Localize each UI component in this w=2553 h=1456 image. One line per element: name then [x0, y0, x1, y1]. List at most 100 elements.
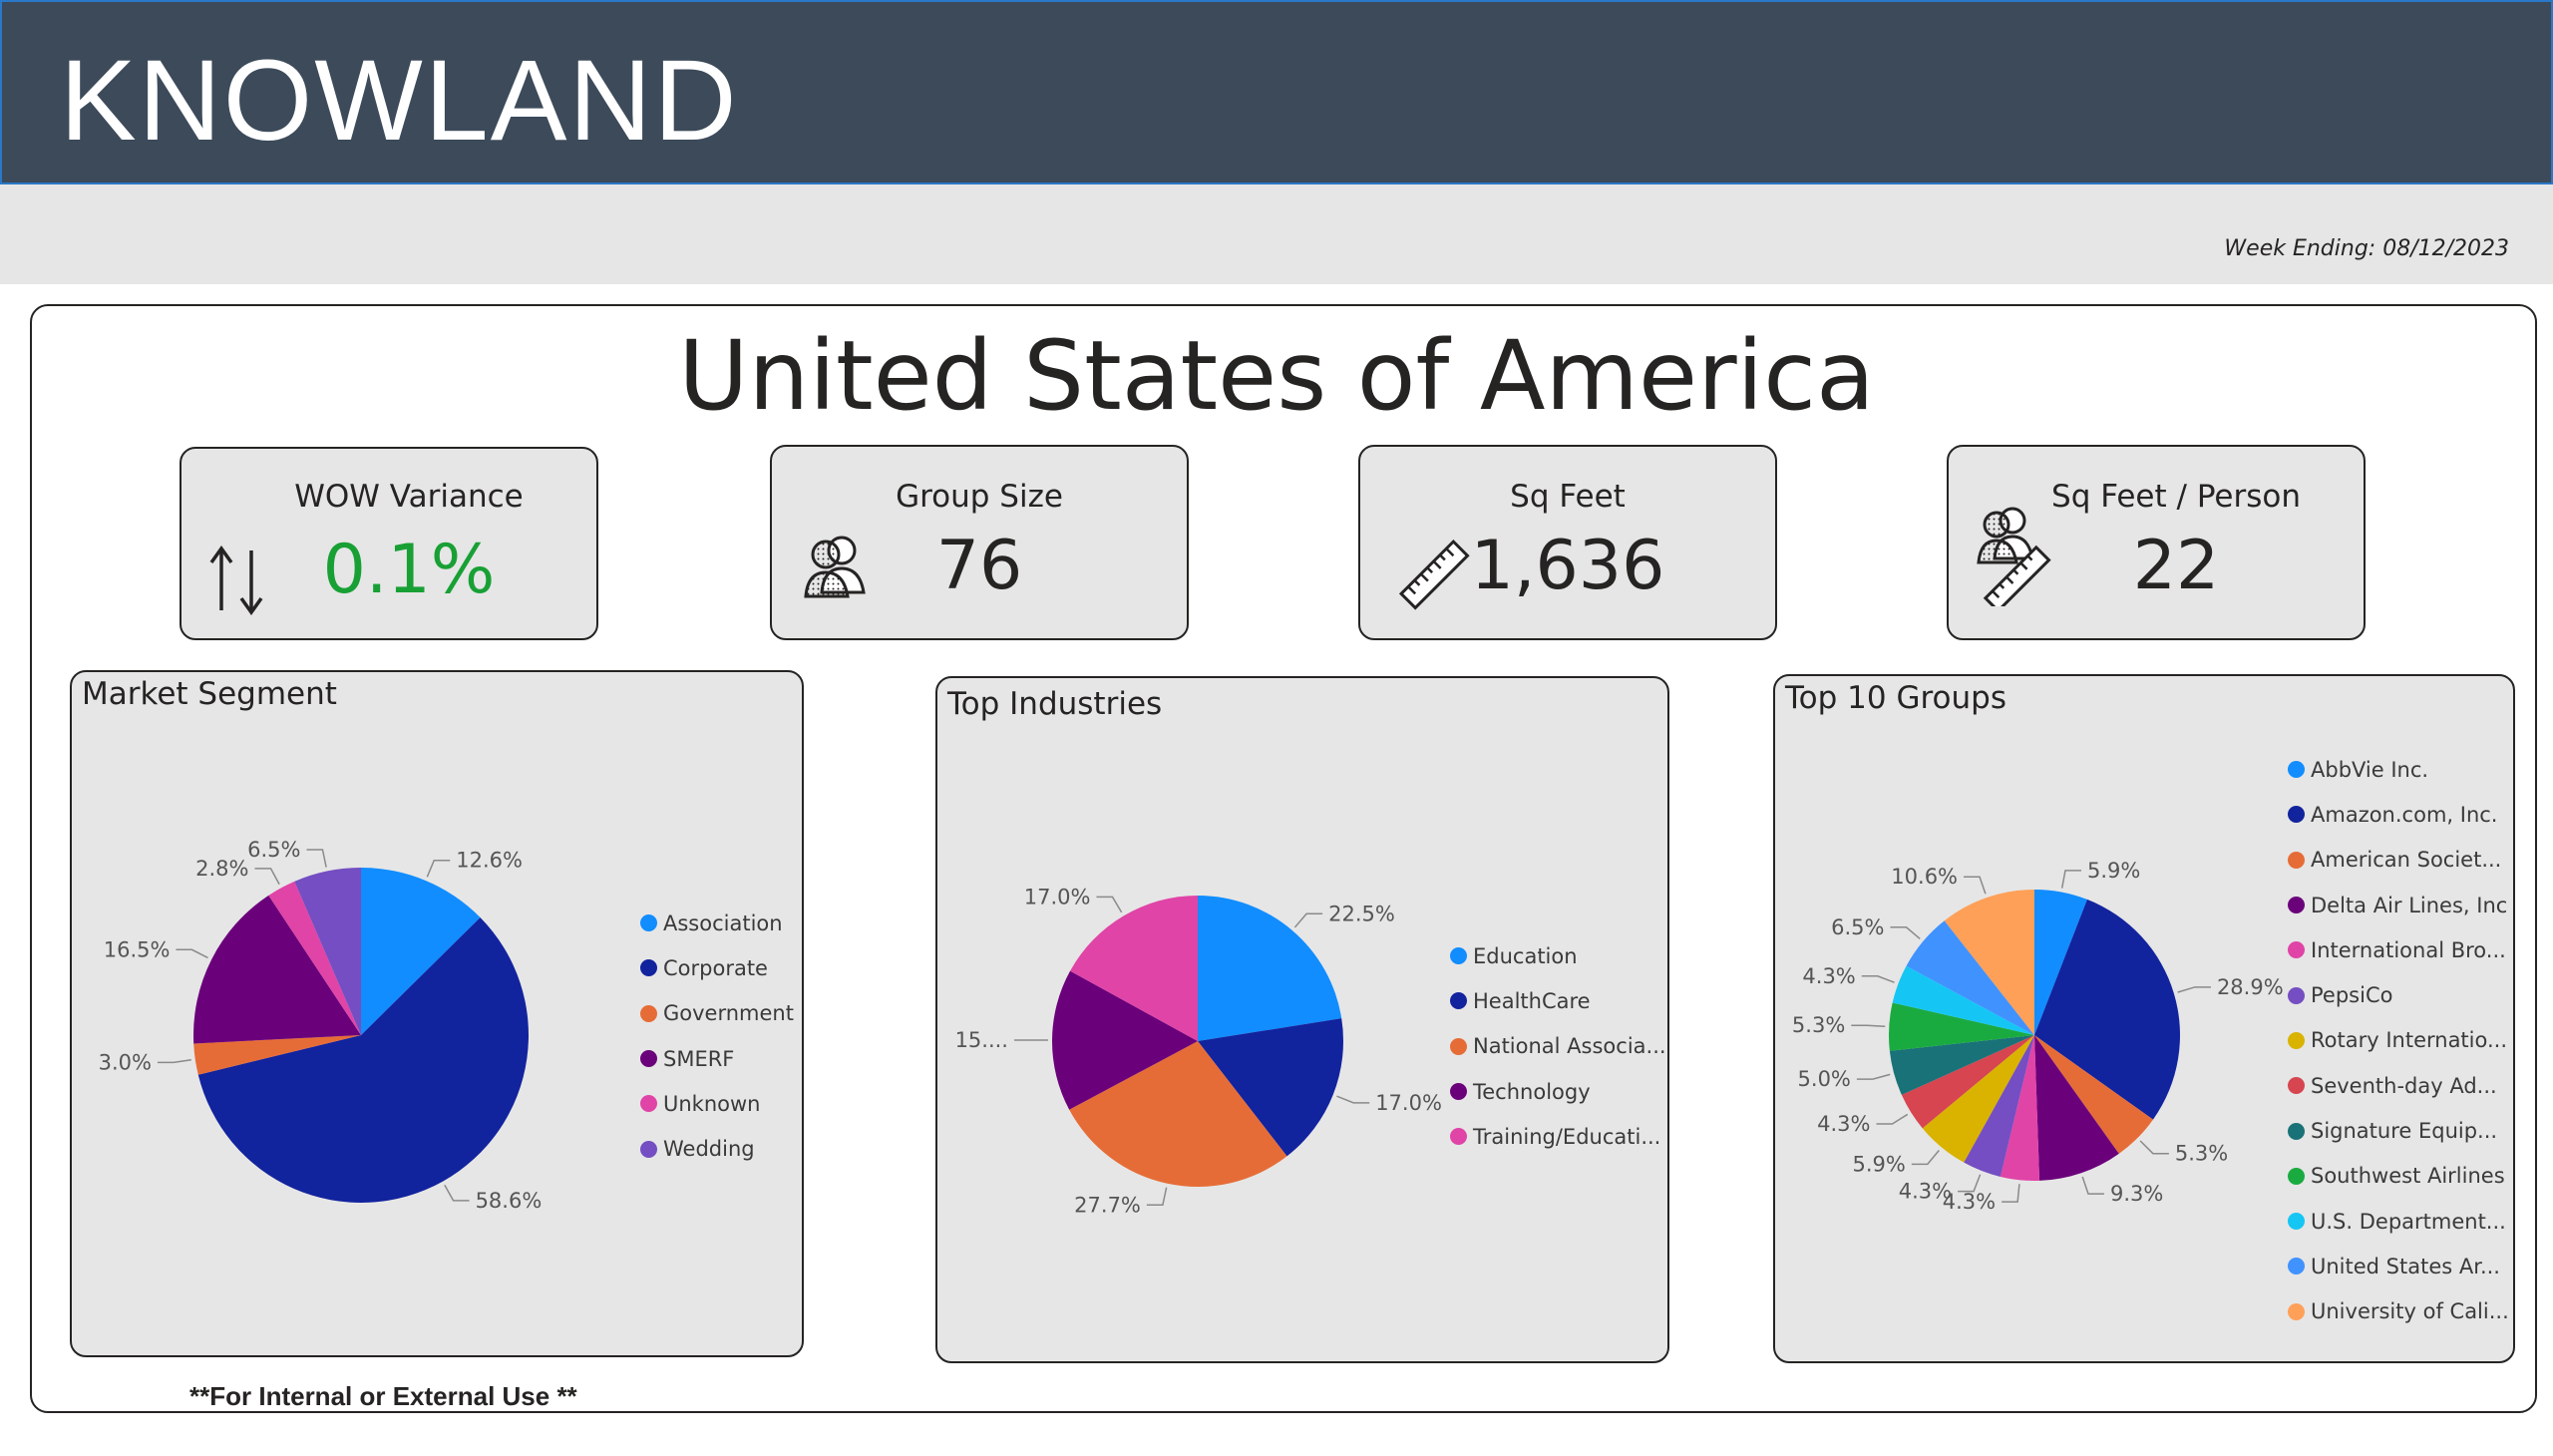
pie-slice[interactable] [1889, 1035, 2034, 1095]
legend-swatch [2288, 941, 2305, 959]
people-ruler-icon [1977, 507, 2051, 606]
legend-item[interactable]: Southwest Airlines [2288, 1154, 2509, 1199]
top-groups-panel: Top 10 Groups 5.9% 28.9% 5.3% 9.3% 4.3% 4.3% 5… [1773, 674, 2515, 1363]
legend-label: Signature Equip... [2311, 1119, 2498, 1144]
top-industries-legend: Education HealthCare National Associa... Te… [1450, 933, 1666, 1159]
leader-line [444, 1184, 470, 1202]
legend-item[interactable]: Delta Air Lines, Inc [2288, 883, 2509, 927]
pie-slice[interactable] [1889, 1002, 2034, 1051]
pie-slice[interactable] [1906, 920, 2034, 1035]
pie-slice[interactable] [361, 868, 481, 1035]
legend-swatch [2288, 761, 2305, 779]
kpi-value: 0.1% [322, 531, 496, 609]
legend-item[interactable]: University of Cali... [2288, 1289, 2509, 1334]
legend-label: Government [663, 1001, 794, 1026]
legend-label: International Bro... [2311, 937, 2506, 962]
pie-slice[interactable] [1964, 1035, 2034, 1177]
legend-label: American Societ... [2311, 848, 2502, 873]
legend-swatch [1450, 947, 1467, 965]
leader-line [157, 1059, 191, 1064]
pie-slice[interactable] [1070, 896, 1198, 1041]
leader-line [426, 859, 451, 878]
pie-slice[interactable] [193, 895, 361, 1044]
legend-swatch [2288, 1213, 2305, 1231]
data-label: 5.3% [1792, 1013, 1845, 1037]
pie-slice[interactable] [1901, 1035, 2034, 1129]
legend-label: United States Ar... [2311, 1254, 2500, 1278]
legend-item[interactable]: Rotary Internatio... [2288, 1018, 2509, 1063]
legend-label: Seventh-day Ad... [2311, 1073, 2497, 1098]
pie-slice[interactable] [1922, 1035, 2034, 1163]
data-label: 2.8% [195, 857, 248, 881]
legend-item[interactable]: Signature Equip... [2288, 1108, 2509, 1153]
legend-swatch [640, 1140, 657, 1158]
legend-item[interactable]: Corporate [640, 945, 794, 990]
legend-label: Wedding [663, 1137, 755, 1162]
market-segment-legend: Association Corporate Government SMERF Unkno… [640, 901, 794, 1172]
data-label: 28.9% [2217, 975, 2284, 999]
legend-item[interactable]: International Bro... [2288, 927, 2509, 972]
kpi-value: 76 [935, 527, 1023, 605]
data-label: 3.0% [99, 1050, 152, 1074]
legend-item[interactable]: Amazon.com, Inc. [2288, 792, 2509, 837]
pie-slice[interactable] [1892, 965, 2034, 1035]
legend-item[interactable]: SMERF [640, 1036, 794, 1081]
data-label: 5.9% [1852, 1152, 1905, 1176]
legend-item[interactable]: United States Ar... [2288, 1244, 2509, 1288]
brand-logo-text: KNOWLAND [60, 37, 739, 165]
legend-item[interactable]: Government [640, 991, 794, 1036]
legend-label: Education [1473, 943, 1578, 968]
leader-line [1856, 1073, 1891, 1080]
pie-slice[interactable] [193, 1035, 361, 1075]
legend-item[interactable]: Association [640, 901, 794, 945]
pie-slice[interactable] [2034, 1035, 2119, 1181]
pie-slice[interactable] [2034, 1035, 2154, 1154]
legend-item[interactable]: Education [1450, 933, 1666, 978]
legend-item[interactable]: HealthCare [1450, 978, 1666, 1023]
data-label: 6.5% [1831, 915, 1884, 939]
legend-swatch [2288, 897, 2305, 914]
leader-line [176, 948, 208, 959]
pie-slice[interactable] [1198, 896, 1342, 1041]
pie-slice[interactable] [1198, 1018, 1343, 1157]
header-bar: KNOWLAND [0, 0, 2553, 184]
legend-item[interactable]: U.S. Department... [2288, 1199, 2509, 1244]
legend-item[interactable]: American Societ... [2288, 838, 2509, 883]
pie-slice[interactable] [2034, 899, 2180, 1120]
pie-slice[interactable] [1052, 970, 1198, 1110]
legend-label: Delta Air Lines, Inc [2311, 893, 2508, 917]
legend-item[interactable]: AbbVie Inc. [2288, 747, 2509, 792]
leader-line [2081, 1176, 2104, 1195]
legend-item[interactable]: National Associa... [1450, 1024, 1666, 1069]
legend-item[interactable]: Training/Educati... [1450, 1114, 1666, 1159]
pie-slice[interactable] [197, 916, 529, 1203]
legend-item[interactable]: Technology [1450, 1069, 1666, 1114]
legend-label: AbbVie Inc. [2311, 757, 2429, 782]
data-label: 5.9% [2087, 859, 2140, 883]
data-label: 12.6% [456, 849, 523, 873]
data-label: 9.3% [2110, 1182, 2163, 1206]
top-groups-legend: AbbVie Inc. Amazon.com, Inc. American Soci… [2288, 747, 2509, 1334]
legend-item[interactable]: Seventh-day Ad... [2288, 1063, 2509, 1108]
pie-slice[interactable] [1944, 890, 2034, 1035]
leader-line [1876, 1113, 1909, 1125]
legend-swatch [1450, 1083, 1467, 1101]
top-industries-panel: Top Industries 22.5% 17.0% 27.7% 15.... 17.0… [935, 676, 1669, 1363]
pie-slice[interactable] [294, 868, 361, 1035]
legend-item[interactable]: Wedding [640, 1126, 794, 1171]
kpi-title: Sq Feet / Person [2051, 479, 2301, 515]
legend-item[interactable]: PepsiCo [2288, 972, 2509, 1017]
legend-item[interactable]: Unknown [640, 1081, 794, 1126]
pie-slice[interactable] [1069, 1041, 1287, 1187]
leader-line [2060, 870, 2081, 889]
legend-label: University of Cali... [2311, 1299, 2509, 1324]
data-label: 10.6% [1891, 865, 1958, 889]
kpi-title: WOW Variance [294, 479, 524, 515]
top-industries-title: Top Industries [947, 686, 1163, 722]
leader-line [2177, 986, 2211, 993]
pie-slice[interactable] [2000, 1035, 2040, 1181]
pie-slice[interactable] [2034, 890, 2087, 1035]
sub-header-bar [0, 184, 2553, 284]
pie-slice[interactable] [268, 881, 361, 1035]
top-industries-pie-chart: 22.5% 17.0% 27.7% 15.... 17.0% [955, 885, 1442, 1217]
